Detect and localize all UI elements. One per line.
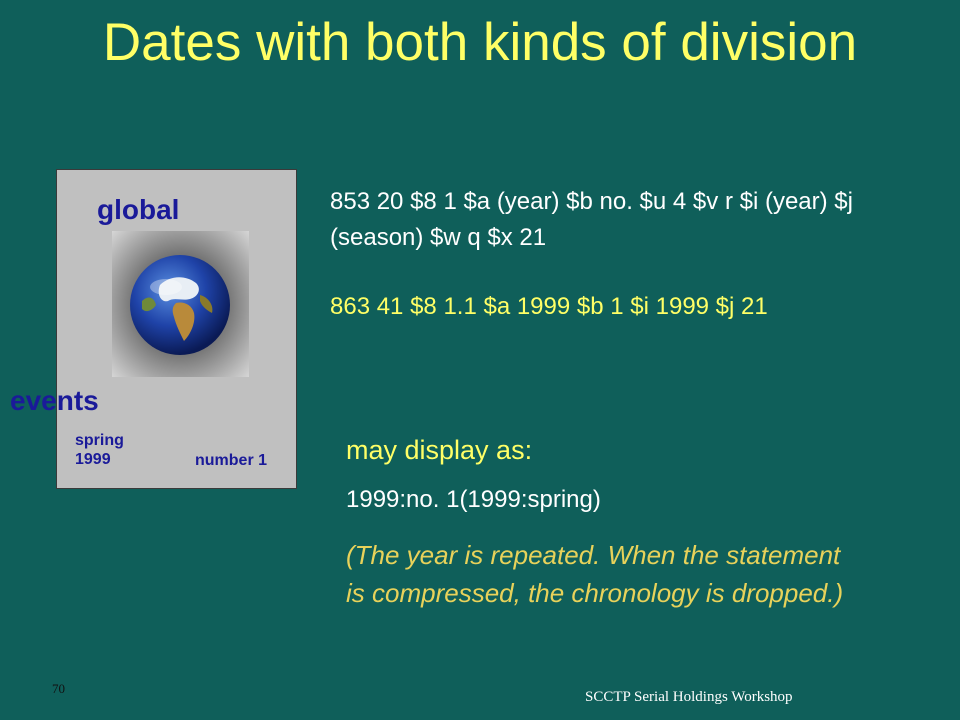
globe-image	[112, 231, 249, 377]
cover-title-global: global	[97, 194, 180, 225]
field-853-text: 853 20 $8 1 $a (year) $b no. $u 4 $v r $…	[330, 188, 853, 251]
globe-icon	[130, 255, 230, 355]
page-number: 70	[52, 681, 65, 696]
cover-issue-season: spring	[75, 432, 124, 449]
slide-title: Dates with both kinds of division	[102, 13, 858, 72]
display-value: 1999:no. 1(1999:spring)	[346, 486, 601, 513]
cover-issue-year: 1999	[75, 451, 111, 468]
cover-label-events: events	[10, 385, 99, 416]
footer-text: SCCTP Serial Holdings Workshop	[585, 689, 793, 705]
cover-issue-date: spring 1999	[75, 431, 175, 469]
field-863-text: 863 41 $8 1.1 $a 1999 $b 1 $i 1999 $j 21	[330, 293, 768, 320]
display-intro: may display as:	[346, 435, 533, 465]
explanatory-note: (The year is repeated. When the statemen…	[346, 540, 844, 608]
cover-issue-number: number 1	[195, 452, 268, 469]
